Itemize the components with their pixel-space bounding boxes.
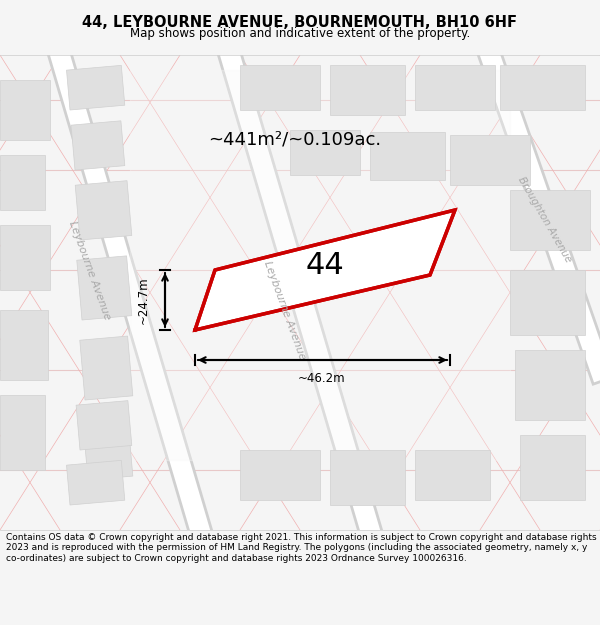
Text: ~441m²/~0.109ac.: ~441m²/~0.109ac. — [208, 131, 382, 149]
Bar — [77, 256, 132, 320]
Bar — [500, 65, 585, 110]
Bar — [510, 270, 585, 335]
Bar — [0, 80, 50, 140]
Bar — [240, 65, 320, 110]
Bar — [80, 336, 133, 400]
Text: Broughton Avenue: Broughton Avenue — [517, 176, 574, 264]
Text: 44, LEYBOURNE AVENUE, BOURNEMOUTH, BH10 6HF: 44, LEYBOURNE AVENUE, BOURNEMOUTH, BH10 … — [83, 16, 517, 31]
Text: Leybourne Avenue: Leybourne Avenue — [262, 259, 308, 361]
Bar — [370, 132, 445, 180]
Bar — [240, 450, 320, 500]
Polygon shape — [195, 210, 455, 330]
Bar — [76, 401, 132, 450]
Bar — [75, 181, 132, 240]
Text: 44: 44 — [305, 251, 344, 279]
Text: ~24.7m: ~24.7m — [137, 276, 150, 324]
Bar — [0, 155, 45, 210]
Bar — [82, 411, 133, 480]
Text: Leybourne Avenue: Leybourne Avenue — [67, 219, 113, 321]
Text: Map shows position and indicative extent of the property.: Map shows position and indicative extent… — [130, 27, 470, 39]
Bar — [71, 121, 125, 170]
Bar — [415, 65, 495, 110]
Bar — [330, 450, 405, 505]
Bar — [450, 135, 530, 185]
Bar — [515, 350, 585, 420]
Bar — [67, 66, 125, 110]
Bar — [330, 65, 405, 115]
Bar — [0, 225, 50, 290]
Bar — [0, 395, 45, 470]
Bar — [510, 190, 590, 250]
Bar — [0, 310, 48, 380]
Bar — [67, 461, 125, 505]
Text: Contains OS data © Crown copyright and database right 2021. This information is : Contains OS data © Crown copyright and d… — [6, 533, 596, 562]
Bar — [415, 450, 490, 500]
Text: ~46.2m: ~46.2m — [298, 372, 346, 385]
Bar — [290, 130, 360, 175]
Bar — [520, 435, 585, 500]
